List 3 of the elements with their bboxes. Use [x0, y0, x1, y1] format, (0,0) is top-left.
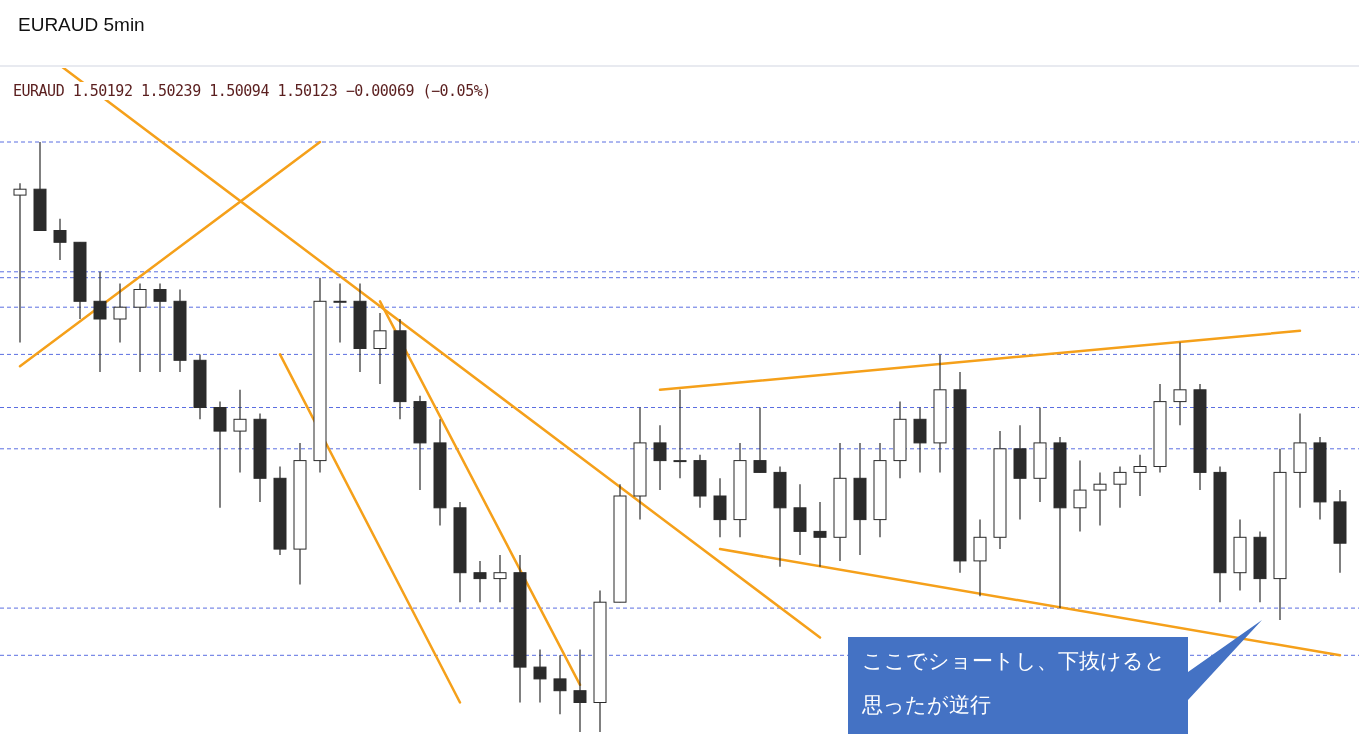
chart-title: EURAUD 5min	[18, 14, 145, 36]
chart-subtitle: EURAUD 1.50192 1.50239 1.50094 1.50123 −0.00069 (−0.05%)	[10, 82, 494, 100]
annotation: ここでショートし、下抜けると思ったが逆行	[861, 648, 1167, 719]
